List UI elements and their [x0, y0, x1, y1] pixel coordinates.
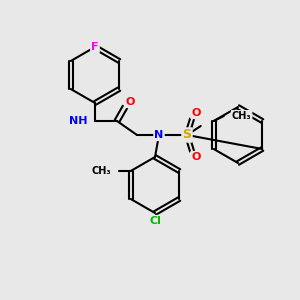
Text: O: O: [191, 108, 201, 118]
Text: N: N: [154, 130, 164, 140]
Text: O: O: [191, 152, 201, 162]
Text: O: O: [125, 97, 135, 107]
Text: S: S: [182, 128, 191, 142]
Text: NH: NH: [68, 116, 87, 126]
Text: Cl: Cl: [149, 216, 161, 226]
Text: CH₃: CH₃: [232, 111, 251, 121]
Text: F: F: [91, 42, 99, 52]
Text: CH₃: CH₃: [91, 166, 111, 176]
